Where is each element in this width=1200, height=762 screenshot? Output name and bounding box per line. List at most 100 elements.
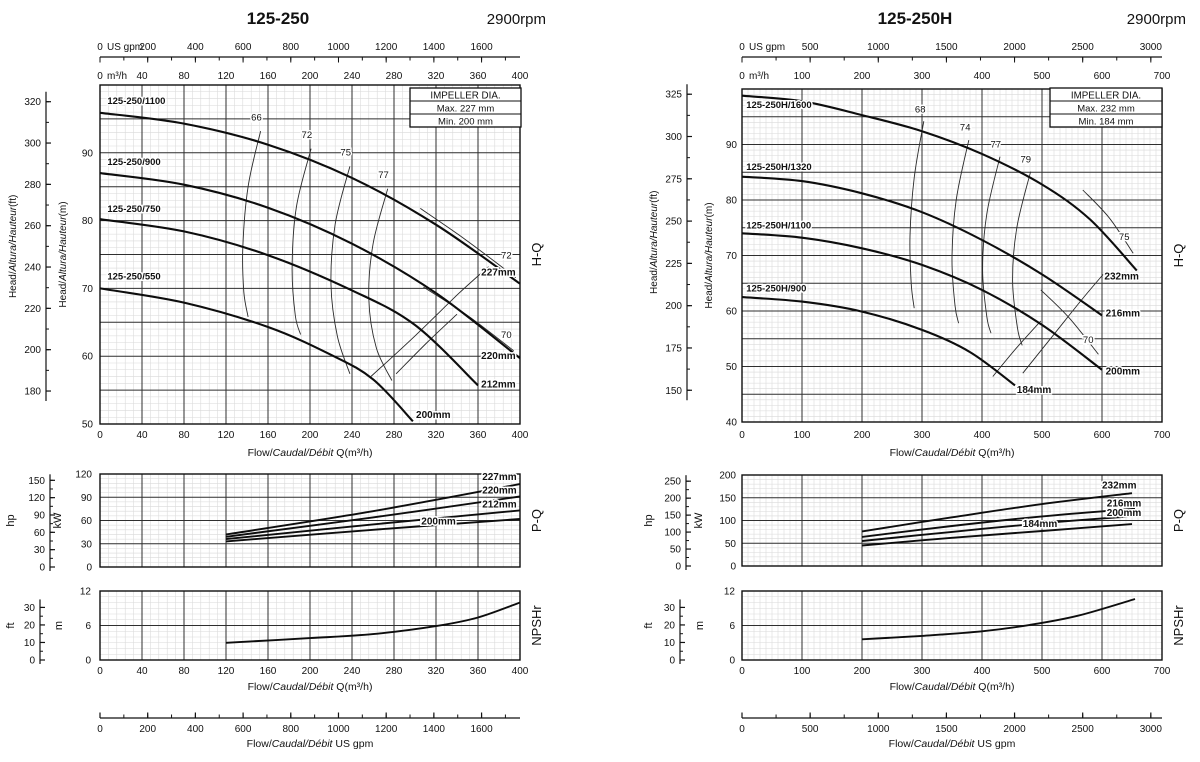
gpm-tick-label: 1000 xyxy=(867,42,890,53)
efficiency-label: 79 xyxy=(1021,154,1032,165)
impeller-dia-box: IMPELLER DIA. Max. 227 mm Min. 200 mm xyxy=(409,87,522,128)
gpm-tick-label: 2000 xyxy=(1003,42,1026,53)
hq-plot xyxy=(99,84,521,425)
x-tick-label: 160 xyxy=(260,666,277,677)
curve-name-label: 125-250H/1600 xyxy=(746,100,812,111)
npsh-side-label: NPSHr xyxy=(1171,605,1186,646)
x-tick-label: 600 xyxy=(1094,666,1111,677)
x-tick-label: 240 xyxy=(344,430,361,441)
hq-curve-200mm xyxy=(741,232,1103,371)
npsh-ft-tick-label: 0 xyxy=(29,656,35,667)
ft-tick-label: 225 xyxy=(665,259,682,270)
impeller-dia-label: 227mm xyxy=(481,268,516,279)
efficiency-curve-77 xyxy=(982,156,1001,334)
x-tick-label: 40 xyxy=(136,666,148,677)
m-tick-label: 80 xyxy=(82,216,94,227)
gpm-tick-label: 1500 xyxy=(935,42,958,53)
hq-ft-ruler: 180 200 220 240 260 280 300 320 Head/Altura/Haut… xyxy=(8,91,51,402)
ft-tick-label: 175 xyxy=(665,343,682,354)
x-tick-label: 320 xyxy=(428,666,445,677)
hq-curve-212mm xyxy=(99,218,479,387)
hp-tick-label: 250 xyxy=(664,477,681,488)
efficiency-label: 77 xyxy=(991,139,1002,150)
x-tick-label: 700 xyxy=(1154,430,1171,441)
npsh-m-tick-label: 12 xyxy=(80,587,92,598)
x-tick-label: 120 xyxy=(218,666,235,677)
x-tick-label: 500 xyxy=(1034,430,1051,441)
npsh-curve xyxy=(225,601,521,644)
x-tick-label: 240 xyxy=(344,666,361,677)
m-tick-label: 40 xyxy=(726,418,738,429)
efficiency-curve-72 xyxy=(291,148,312,335)
ft-tick-label: 260 xyxy=(24,221,41,232)
m-tick-label: 60 xyxy=(726,307,738,318)
hp-axis-title: hp xyxy=(5,514,17,526)
hp-axis-title: hp xyxy=(643,514,655,526)
hq-side-label: H-Q xyxy=(529,243,544,267)
chart-title: 125-250H xyxy=(878,9,953,28)
npsh-content: 0 6 12 m xyxy=(694,587,1136,667)
kw-axis-title: kW xyxy=(52,512,64,529)
kw-tick-label: 90 xyxy=(81,493,93,504)
m3h-tick-label: 240 xyxy=(344,71,361,82)
rpm-label: 2900rpm xyxy=(487,11,546,28)
m3h-tick-label: 200 xyxy=(302,71,319,82)
hq-x-axis-labels: 0 100 200 300 400 500 600 700 Flow/Caudal/Débit … xyxy=(739,430,1171,459)
kw-tick-label: 50 xyxy=(725,539,737,550)
npsh-ft-tick-label: 20 xyxy=(664,620,676,631)
gpm-tick-label: 500 xyxy=(802,42,819,53)
efficiency-label: 70 xyxy=(501,330,512,341)
gpm-tick-label: 3000 xyxy=(1140,42,1163,53)
m-tick-label: 90 xyxy=(726,140,738,151)
x-tick-label: 360 xyxy=(470,666,487,677)
pq-plot-border xyxy=(99,473,521,568)
impeller-dia-label: 184mm xyxy=(1017,385,1052,396)
gpm-axis-title: Flow/Caudal/Débit US gpm xyxy=(247,738,374,750)
gpm-tick-label: 400 xyxy=(187,724,204,735)
impeller-dia-box: IMPELLER DIA. Max. 232 mm Min. 184 mm xyxy=(1049,87,1163,128)
m3h-tick-label: 300 xyxy=(914,71,931,82)
efficiency-label: 70 xyxy=(1083,335,1094,346)
npsh-m-tick-label: 0 xyxy=(729,656,735,667)
m-tick-label: 80 xyxy=(726,196,738,207)
efficiency-curve-75 xyxy=(330,166,351,374)
impeller-dia-label: 184mm xyxy=(1023,519,1058,530)
impeller-max-label: Max. 232 mm xyxy=(1077,104,1135,115)
hq-x-axis-labels: 0 40 80 120 160 200 240 280 320 360 400 Flow/Caudal… xyxy=(97,430,529,459)
npsh-m-tick-label: 0 xyxy=(85,656,91,667)
gpm-tick-label: 1600 xyxy=(470,42,493,53)
efficiency-curve-68 xyxy=(909,121,925,309)
gpm-tick-label: 200 xyxy=(139,42,156,53)
ft-tick-label: 300 xyxy=(665,132,682,143)
pq-side-label: P-Q xyxy=(1171,509,1186,532)
impeller-dia-label: 200mm xyxy=(421,516,456,527)
kw-axis-title: kW xyxy=(693,512,705,529)
m-tick-label: 60 xyxy=(82,352,94,363)
pq-curve-200mm xyxy=(861,515,1136,542)
m3h-tick-label: 120 xyxy=(218,71,235,82)
m3h-tick-label: 320 xyxy=(428,71,445,82)
pq-curve-212mm xyxy=(225,509,521,541)
npsh-m-axis-title: m xyxy=(694,621,706,630)
m3h-tick-label: 200 xyxy=(854,71,871,82)
impeller-box-border xyxy=(1049,87,1163,128)
x-tick-label: 300 xyxy=(914,666,931,677)
impeller-dia-label: 220mm xyxy=(482,485,517,496)
gpm-tick-label: 200 xyxy=(139,724,156,735)
npsh-plot xyxy=(99,590,521,661)
npsh-content: 0 6 12 m xyxy=(53,587,521,667)
npsh-ft-tick-label: 10 xyxy=(664,638,676,649)
ft-tick-label: 220 xyxy=(24,304,41,315)
rpm-label: 2900rpm xyxy=(1127,11,1186,28)
kw-tick-label: 60 xyxy=(81,516,93,527)
gpm-tick-label: 500 xyxy=(802,724,819,735)
curve-name-label: 125-250/750 xyxy=(107,204,160,215)
x-tick-label: 500 xyxy=(1034,666,1051,677)
ft-tick-label: 250 xyxy=(665,217,682,228)
gpm-tick-label: 800 xyxy=(282,724,299,735)
ft-tick-label: 325 xyxy=(665,90,682,101)
ft-tick-label: 200 xyxy=(24,345,41,356)
kw-tick-label: 0 xyxy=(86,563,92,574)
